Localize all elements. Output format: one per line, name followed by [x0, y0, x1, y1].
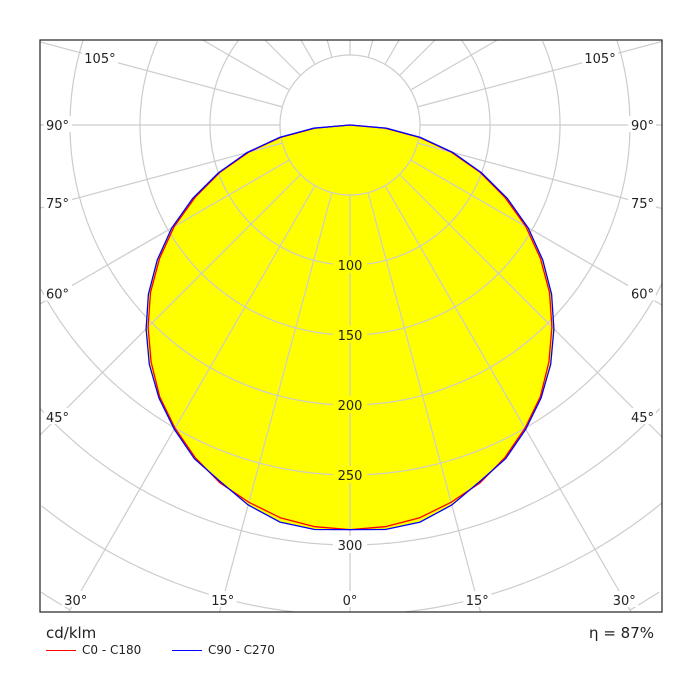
angle-label-bg — [340, 591, 360, 607]
angle-label: 30° — [613, 594, 636, 609]
ring-label-bg — [333, 466, 367, 483]
angle-label: 60° — [631, 288, 654, 303]
grid-ring-overlay — [209, 125, 491, 266]
grid-spoke — [384, 39, 400, 65]
grid-spoke-overlay — [399, 174, 554, 438]
angle-label-bg — [628, 408, 656, 424]
legend-item-c0: C0 - C180 — [46, 643, 141, 657]
angle-label-bg — [628, 284, 656, 301]
efficiency-label: η = 87% — [589, 624, 654, 642]
grid-ring-overlay — [279, 125, 421, 196]
legend-swatch-blue — [172, 649, 202, 651]
angle-label-bg — [628, 194, 656, 211]
grid-spoke — [39, 142, 283, 209]
ring-label-bg — [333, 256, 367, 273]
legend-label: C0 - C180 — [82, 643, 142, 657]
ring-label-bg — [333, 396, 367, 413]
legend-label: C90 - C270 — [208, 643, 275, 657]
series-line-c90-c270 — [145, 124, 555, 531]
angle-label-bg — [44, 284, 72, 301]
unit-label: cd/klm — [46, 624, 97, 642]
grid-ring-overlay — [146, 125, 554, 406]
grid-spoke — [417, 40, 663, 108]
grid-spoke-overlay — [218, 192, 333, 530]
legend-item-c90: C90 - C270 — [172, 643, 275, 657]
grid-ring — [39, 408, 661, 546]
angle-label-bg — [44, 194, 72, 211]
ring-label: 150 — [338, 329, 363, 344]
angle-label: 15° — [466, 594, 489, 609]
angle-label: 90° — [46, 119, 69, 134]
grid-spoke — [367, 39, 374, 58]
grid-spoke-overlay — [367, 192, 482, 530]
angle-label: 75° — [631, 197, 654, 212]
angle-label: 90° — [631, 119, 654, 134]
grid-spoke — [417, 142, 663, 210]
grid-spoke — [410, 39, 498, 91]
grid-spoke — [300, 39, 316, 65]
angle-label-bg — [208, 591, 237, 607]
grid-spoke-overlay — [146, 174, 301, 436]
grid-spoke — [202, 39, 290, 91]
ring-label: 200 — [338, 399, 363, 414]
angle-label: 15° — [211, 594, 234, 609]
grid-ring-overlay — [146, 125, 554, 336]
angle-label-bg — [44, 116, 72, 132]
grid-spoke — [264, 39, 301, 76]
grid-spoke-overlay — [146, 185, 316, 530]
angle-label: 45° — [46, 411, 69, 426]
angle-label-bg — [463, 591, 492, 607]
grid-spoke — [326, 39, 333, 58]
grid-spoke — [39, 41, 283, 108]
angle-label-bg — [582, 49, 619, 65]
grid-spoke-overlay — [384, 185, 554, 530]
angle-label-bg — [610, 591, 639, 607]
angle-label-bg — [44, 408, 72, 424]
angle-label: 60° — [46, 288, 69, 303]
ring-label: 100 — [338, 259, 363, 274]
ring-label-bg — [333, 326, 367, 343]
angle-label: 105° — [584, 52, 615, 67]
plot-frame — [39, 39, 663, 613]
angle-label-bg — [628, 116, 656, 132]
angle-label-bg — [61, 591, 90, 607]
angle-label: 105° — [84, 52, 115, 67]
angle-label: 75° — [46, 197, 69, 212]
ring-label: 250 — [338, 469, 363, 484]
ring-label: 300 — [338, 539, 363, 554]
grid-ring — [41, 502, 663, 613]
ring-label-bg — [333, 536, 367, 553]
angle-label: 0° — [343, 594, 358, 609]
angle-label-bg — [81, 49, 118, 65]
angle-label: 30° — [64, 594, 87, 609]
legend-swatch-red — [46, 649, 76, 651]
grid-ring — [40, 591, 660, 611]
angle-label: 45° — [631, 411, 654, 426]
grid-spoke — [399, 39, 436, 76]
